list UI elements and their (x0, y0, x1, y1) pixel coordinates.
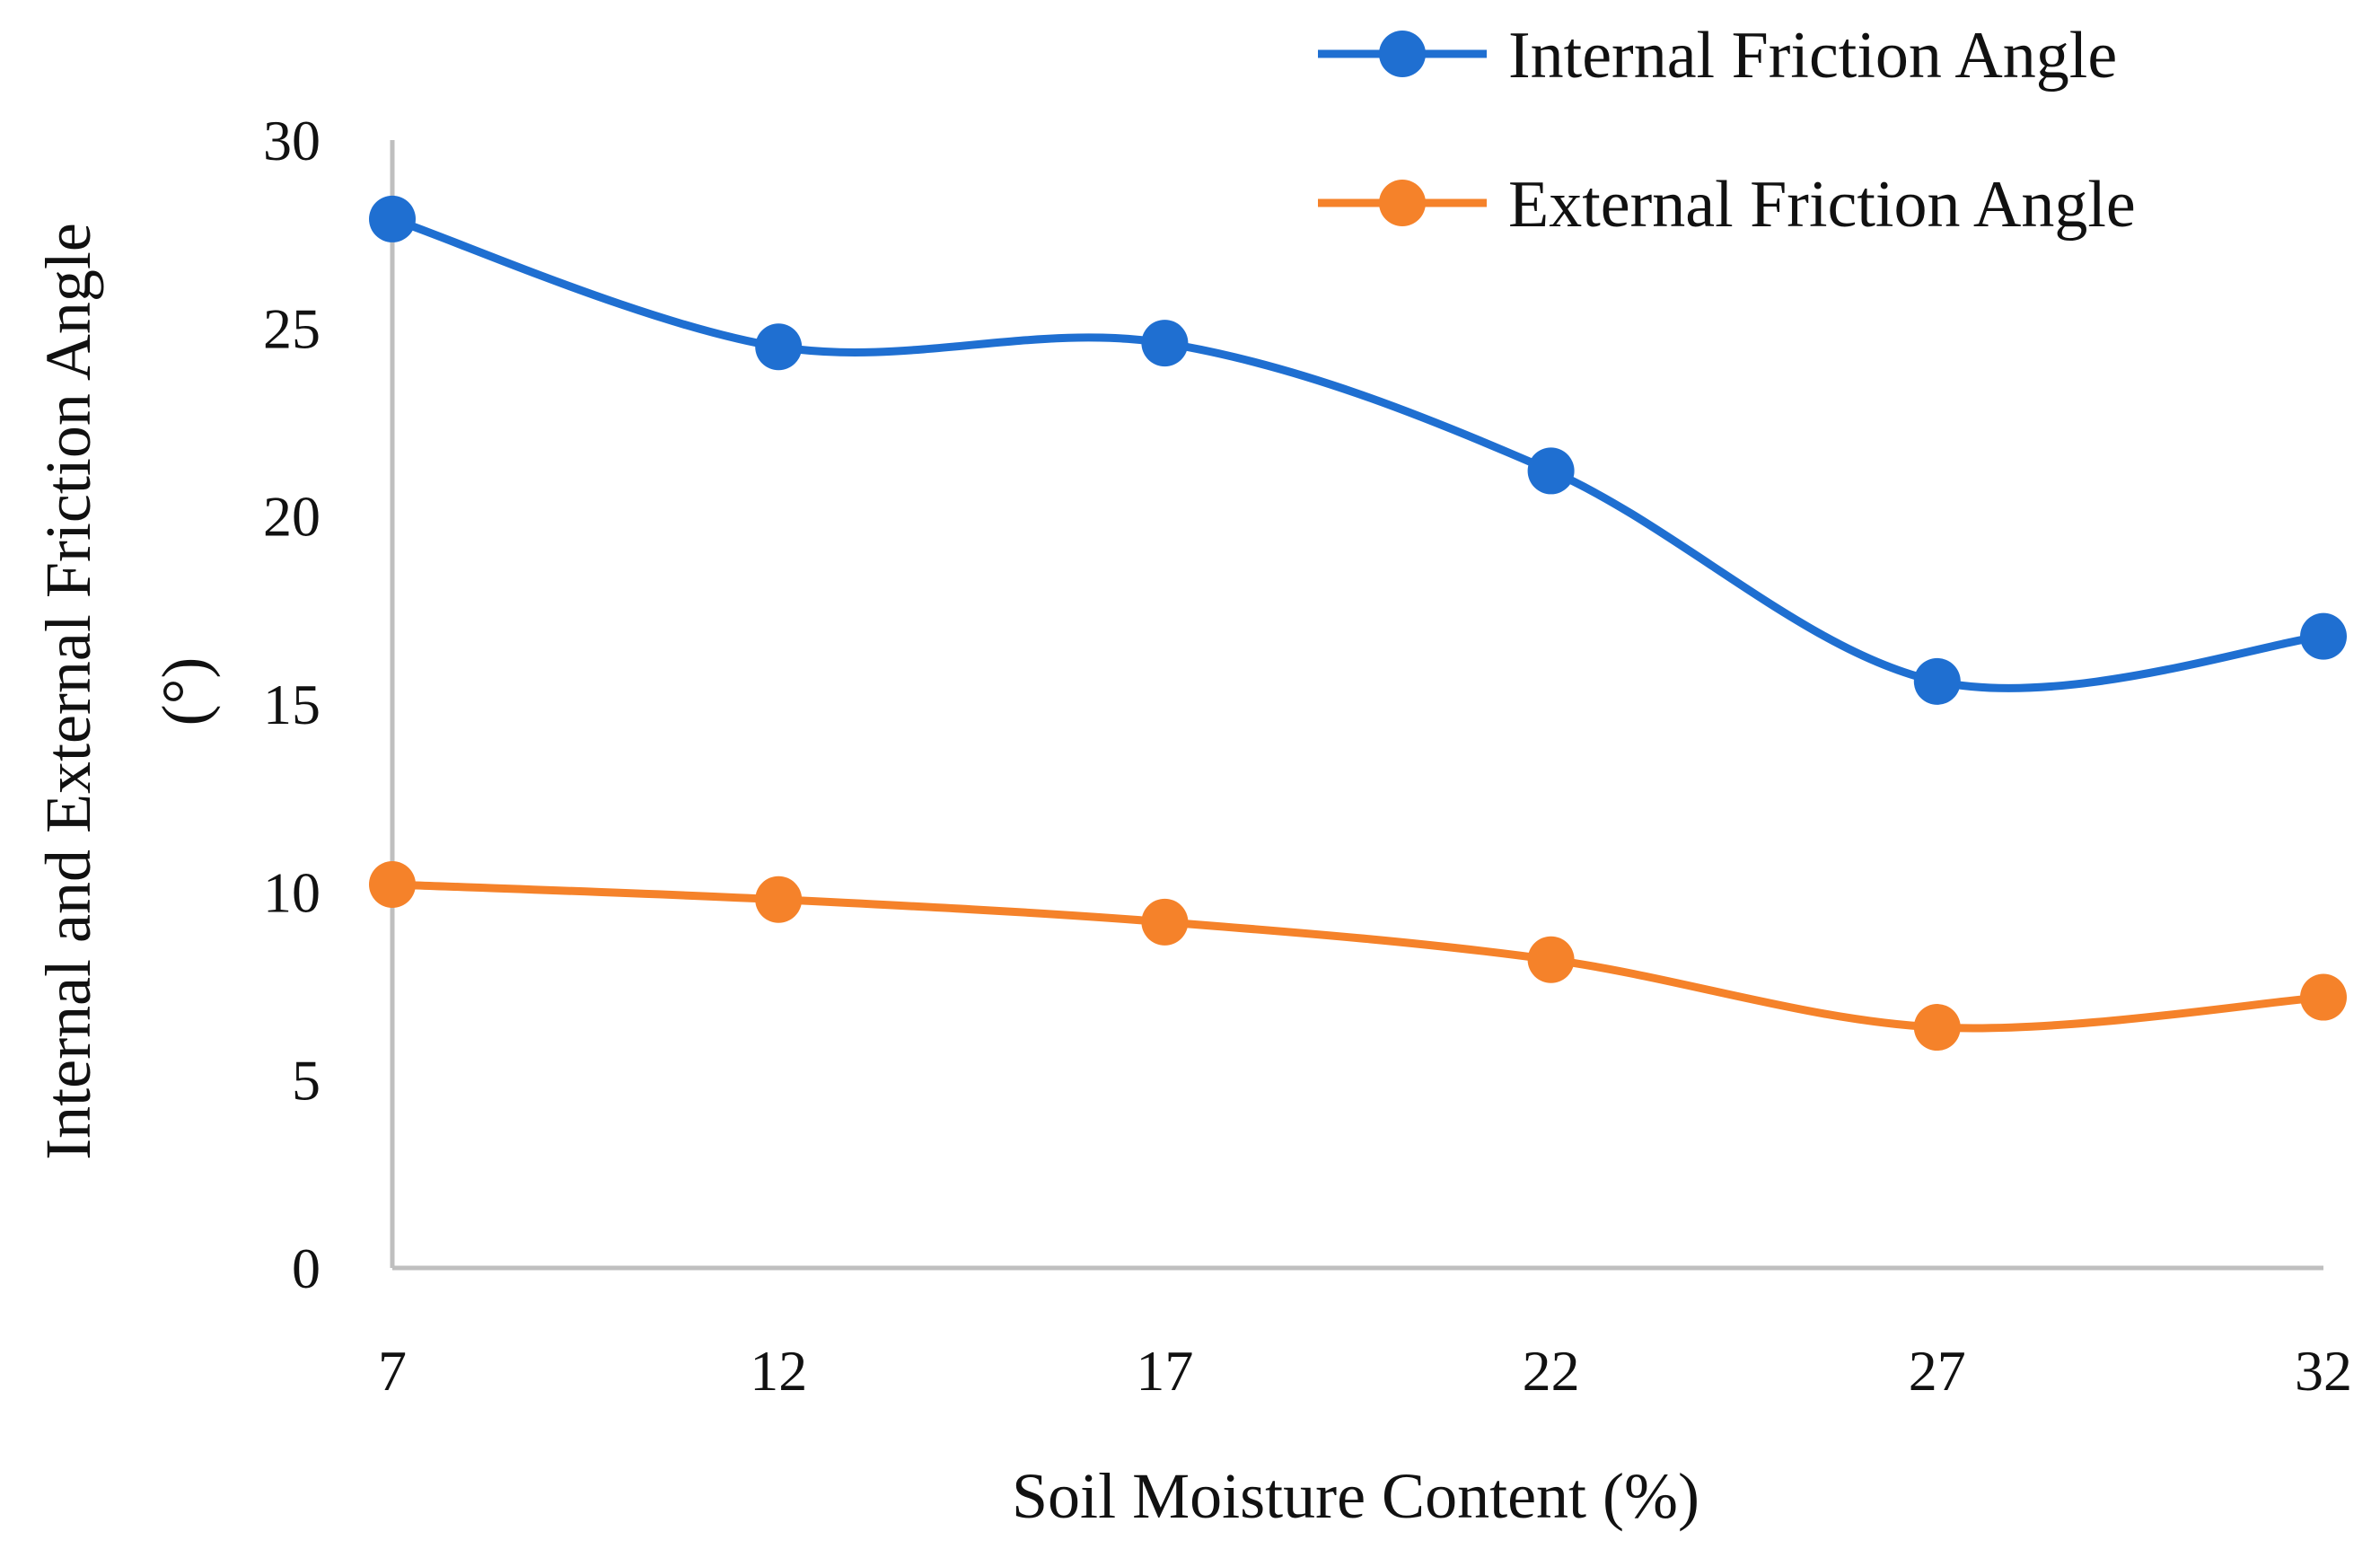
data-point (755, 323, 803, 371)
x-tick-label: 17 (1136, 1339, 1193, 1403)
data-point (1527, 447, 1575, 495)
data-point (369, 195, 416, 242)
y-tick-label: 20 (263, 485, 321, 549)
y-axis-title-line1: Internal and External Friction Angle (32, 223, 104, 1160)
series-layer (369, 195, 2347, 1052)
y-tick-labels: 0 5 10 15 20 25 30 (263, 109, 321, 1300)
data-point (1913, 1004, 1961, 1052)
data-point (2300, 612, 2347, 660)
x-tick-label: 7 (378, 1339, 407, 1403)
x-tick-label: 32 (2295, 1339, 2352, 1403)
legend-item-internal-friction-angle: Internal Friction Angle (1318, 19, 2117, 92)
legend-marker (1379, 180, 1426, 226)
y-axis-title: Internal and External Friction Angle (°) (32, 223, 221, 1160)
legend-label: External Friction Angle (1508, 168, 2136, 242)
series-external-friction-angle (369, 860, 2347, 1052)
y-axis-title-line2: (°) (149, 657, 221, 726)
data-point (1527, 936, 1575, 983)
y-tick-label: 30 (263, 109, 321, 172)
legend-marker (1379, 31, 1426, 77)
data-point (1913, 657, 1961, 705)
y-tick-label: 10 (263, 860, 321, 924)
series-internal-friction-angle (369, 195, 2347, 705)
x-axis-title: Soil Moisture Content (%) (1012, 1460, 1699, 1532)
x-tick-labels: 7 12 17 22 27 32 (378, 1339, 2352, 1403)
data-point (369, 860, 416, 908)
y-tick-label: 0 (292, 1237, 321, 1300)
x-tick-label: 27 (1909, 1339, 1966, 1403)
series-line (388, 215, 2328, 692)
x-tick-label: 22 (1523, 1339, 1580, 1403)
data-point (2300, 973, 2347, 1021)
data-point (1141, 320, 1189, 367)
series-line (388, 880, 2328, 1033)
data-point (755, 876, 803, 923)
legend-item-external-friction-angle: External Friction Angle (1318, 168, 2136, 242)
y-tick-label: 5 (292, 1049, 321, 1113)
axes (390, 140, 2323, 1271)
legend: Internal Friction Angle External Friction… (1318, 19, 2136, 242)
y-tick-label: 25 (263, 296, 321, 360)
data-point (1141, 898, 1189, 946)
legend-label: Internal Friction Angle (1508, 19, 2117, 92)
y-tick-label: 15 (263, 673, 321, 736)
x-tick-label: 12 (750, 1339, 807, 1403)
